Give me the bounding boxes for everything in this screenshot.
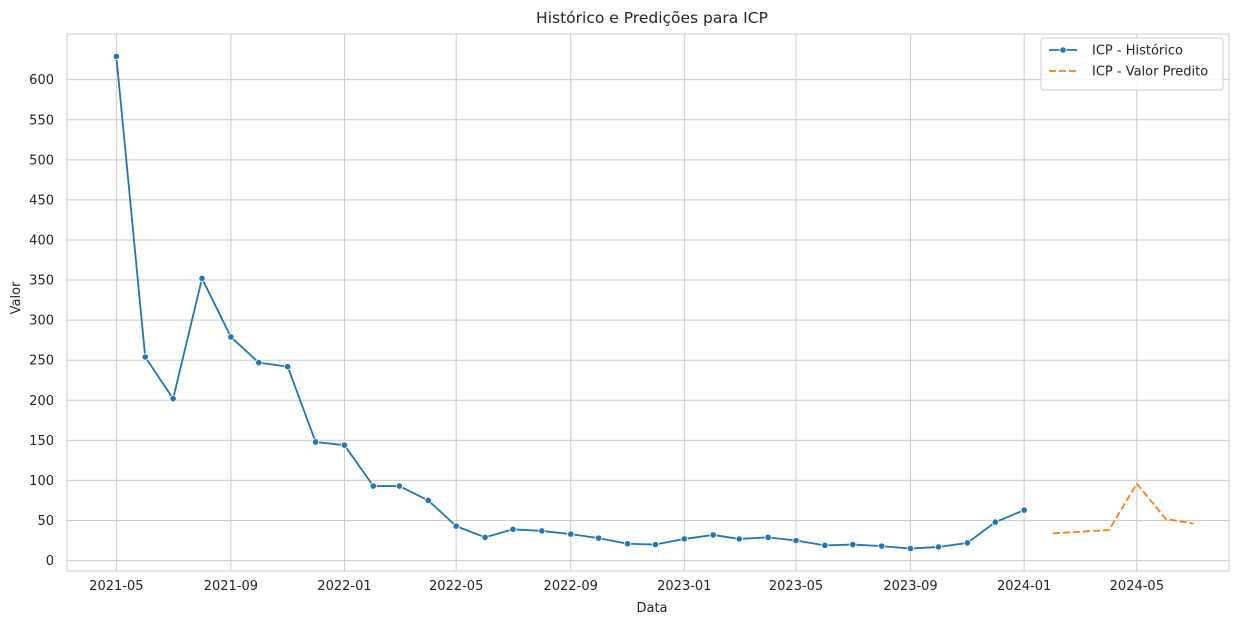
data-point [651, 540, 660, 549]
data-point [991, 518, 999, 526]
series-line-1 [1052, 482, 1194, 535]
data-point [963, 539, 971, 547]
data-point [369, 482, 377, 490]
y-tick-label: 0 [46, 554, 54, 569]
y-tick-label: 400 [29, 233, 54, 248]
data-point [198, 274, 206, 283]
x-tick-label: 2022-09 [544, 579, 598, 594]
data-point [906, 544, 915, 553]
data-point [934, 543, 943, 551]
y-tick-label: 350 [29, 274, 54, 289]
y-tick-label: 100 [29, 474, 54, 489]
y-tick-label: 200 [29, 394, 54, 409]
x-tick-label: 2021-05 [89, 579, 143, 594]
x-tick-label: 2024-05 [1110, 579, 1164, 594]
data-point [1020, 506, 1028, 514]
data-point [481, 533, 489, 541]
legend-label-0: ICP - Histórico [1092, 44, 1183, 59]
data-point [709, 531, 717, 539]
data-point [735, 535, 743, 543]
legend-label-1: ICP - Valor Predito [1092, 65, 1208, 80]
data-point [567, 530, 575, 538]
data-point [849, 540, 857, 549]
y-tick-label: 50 [37, 514, 54, 529]
y-tick-label: 450 [29, 193, 54, 208]
x-tick-label: 2023-01 [657, 579, 711, 594]
y-tick-label: 150 [29, 434, 54, 449]
data-point [312, 438, 320, 446]
chart-title: Histórico e Predições para ICP [536, 9, 768, 27]
y-tick-label: 300 [29, 314, 54, 329]
y-tick-label: 250 [29, 354, 54, 369]
data-point [340, 441, 349, 449]
y-tick-label: 550 [29, 113, 54, 128]
y-tick-label: 600 [29, 73, 54, 88]
x-tick-label: 2021-09 [204, 579, 258, 594]
legend-marker-0 [1059, 46, 1067, 54]
x-tick-label: 2023-09 [883, 579, 937, 594]
y-tick-label: 500 [29, 153, 54, 168]
data-point [538, 527, 546, 535]
data-point [878, 542, 886, 550]
legend: ICP - Histórico ICP - Valor Predito [1040, 37, 1224, 91]
data-point [227, 333, 235, 341]
legend-box [1040, 37, 1224, 91]
data-point [112, 52, 120, 61]
x-tick-label: 2022-05 [429, 579, 483, 594]
y-axis-label: Valor [9, 281, 24, 314]
data-point [764, 533, 772, 541]
data-point [821, 541, 829, 549]
data-point [284, 363, 292, 371]
data-point [595, 534, 603, 542]
x-axis-label: Data [636, 601, 667, 616]
plot-area: 0 50 100 150 200 250 300 350 400 450 500 550 600 2021… [29, 33, 1230, 594]
data-point [680, 535, 688, 543]
data-point [255, 359, 263, 367]
x-tick-label: 2024-01 [997, 579, 1051, 594]
data-point [169, 395, 177, 403]
data-point [395, 482, 403, 490]
data-point [509, 525, 517, 533]
data-point [141, 353, 149, 361]
data-point [424, 496, 432, 505]
x-tick-label: 2023-05 [769, 579, 823, 594]
data-point [792, 536, 800, 545]
data-point [452, 522, 460, 530]
x-tick-label: 2022-01 [317, 579, 371, 594]
plot-frame [66, 33, 1230, 572]
data-point [623, 540, 632, 548]
